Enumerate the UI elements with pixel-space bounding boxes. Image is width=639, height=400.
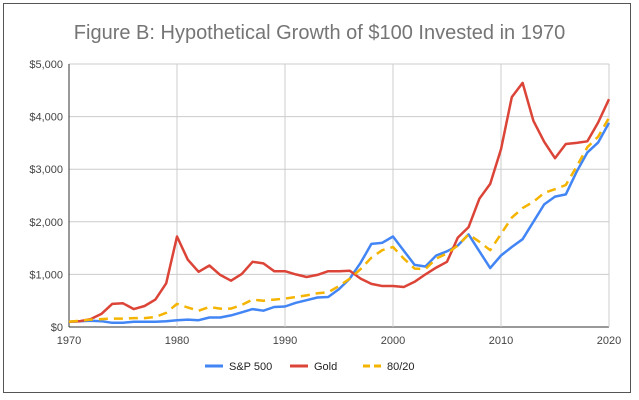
- series-line: [68, 122, 611, 325]
- x-tick-label: 2010: [489, 335, 513, 347]
- legend-label: 80/20: [387, 361, 415, 373]
- y-tick-label: $1,000: [29, 269, 63, 281]
- y-tick-label: $5,000: [29, 59, 63, 71]
- x-tick-label: 2020: [597, 335, 621, 347]
- x-tick-label: 2000: [381, 335, 405, 347]
- y-tick-label: $4,000: [29, 112, 63, 124]
- y-tick-label: $2,000: [29, 217, 63, 229]
- legend-item: Gold: [290, 361, 337, 373]
- x-tick-label: 1980: [165, 335, 189, 347]
- chart-title: Figure B: Hypothetical Growth of $100 In…: [73, 22, 566, 44]
- legend-label: Gold: [314, 361, 337, 373]
- series-s-p-500: [68, 122, 611, 325]
- series-line: [68, 117, 611, 323]
- legend-item: 80/20: [363, 361, 415, 373]
- x-tick-label: 1990: [273, 335, 297, 347]
- legend-label: S&P 500: [229, 361, 272, 373]
- series-line: [68, 81, 611, 323]
- series-80-20: [68, 117, 611, 323]
- x-tick-label: 1970: [57, 335, 81, 347]
- legend-item: S&P 500: [205, 361, 272, 373]
- y-tick-label: $0: [51, 322, 63, 334]
- series-gold: [68, 81, 611, 323]
- y-tick-label: $3,000: [29, 164, 63, 176]
- chart-frame: [3, 3, 631, 393]
